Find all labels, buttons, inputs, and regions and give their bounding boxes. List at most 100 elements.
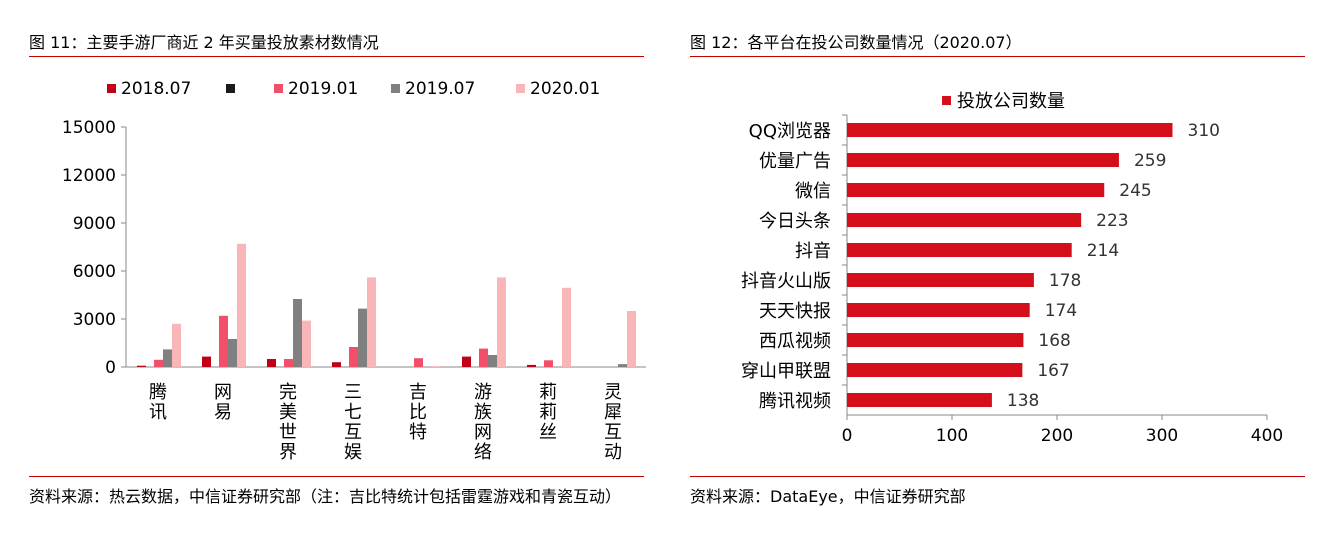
legend-swatch [942,96,951,105]
bar [847,123,1173,137]
data-label: 223 [1096,211,1128,231]
bar [544,360,553,367]
data-label: 174 [1045,301,1077,321]
bar [847,213,1082,227]
x-tick-label: 100 [936,426,968,446]
x-category-label: 腾 [149,382,167,403]
bar [847,243,1072,257]
x-category-label: 动 [604,442,622,463]
legend-swatch [274,84,283,93]
bar [358,308,367,367]
x-category-label: 络 [474,442,492,463]
bar [172,323,181,367]
bar [618,364,627,367]
bar [267,359,276,367]
bar [462,356,471,367]
bar [349,347,358,367]
data-label: 259 [1134,151,1166,171]
right-source-rule [690,476,1305,477]
y-tick-label: 0 [105,358,116,378]
bar [219,315,228,367]
x-category-label: 界 [279,442,297,463]
y-tick-label: 3000 [73,310,116,330]
x-tick-label: 300 [1146,426,1178,446]
data-label: 168 [1038,331,1070,351]
y-tick-label: 15000 [62,118,116,138]
right-hbar-chart: 投放公司数量 0 100 200 300 400 QQ浏览器 310 优量广告 259 微信 245 今… [741,91,1283,446]
x-category-label: 网 [214,382,232,403]
y-category-label: 天天快报 [759,301,831,322]
data-label: 214 [1087,241,1119,261]
legend-label: 2019.07 [405,79,475,99]
x-category-label: 互 [344,422,362,443]
data-label: 310 [1188,121,1220,141]
y-category-label: 腾讯视频 [759,391,831,412]
y-tick-label: 9000 [73,214,116,234]
data-label: 245 [1119,181,1151,201]
left-title-rule [29,56,644,57]
bar [228,339,237,367]
bar [847,153,1119,167]
x-category-label: 三 [344,382,362,403]
y-category-label: 优量广告 [759,151,831,172]
bar [847,273,1034,287]
x-category-label: 世 [279,422,297,443]
bar [137,365,146,367]
x-category-label: 游 [474,382,492,403]
bar [847,393,992,407]
x-category-label: 特 [409,422,427,443]
x-tick-label: 400 [1251,426,1283,446]
x-category-label: 易 [214,402,232,423]
legend-label: 2019.01 [288,79,358,99]
x-category-label: 互 [604,422,622,443]
x-tick-label: 0 [842,426,853,446]
x-category-label: 族 [474,402,492,423]
data-label: 178 [1049,271,1081,291]
x-category-label: 比 [409,402,427,423]
bar [432,366,441,367]
y-tick-label: 12000 [62,166,116,186]
x-category-label: 讯 [149,402,167,423]
x-category-label: 犀 [604,402,622,423]
x-category-label: 丝 [539,422,557,443]
y-category-label: 穿山甲联盟 [741,361,831,382]
data-label: 138 [1007,391,1039,411]
bar [527,364,536,367]
x-category-label: 莉 [539,382,557,403]
bar [284,359,293,367]
bar [332,362,341,367]
legend-label: 2020.01 [530,79,600,99]
x-category-label: 网 [474,422,492,443]
right-title-rule [690,56,1305,57]
right-source-note: 资料来源：DataEye，中信证券研究部 [690,487,966,506]
x-category-label: 完 [279,382,297,403]
bar [562,287,571,367]
y-category-label: QQ浏览器 [749,121,831,142]
y-category-label: 微信 [795,181,831,202]
bar [847,363,1023,377]
data-label: 167 [1037,361,1069,381]
y-category-label: 西瓜视频 [759,331,831,352]
x-category-label: 吉 [409,382,427,403]
bar [479,348,488,367]
legend-label: 2018.07 [121,79,191,99]
bar [302,320,311,367]
left-chart-title: 图 11：主要手游厂商近 2 年买量投放素材数情况 [29,33,379,52]
bar [293,299,302,367]
legend-swatch [391,84,400,93]
legend-label: 投放公司数量 [957,91,1065,112]
y-category-label: 今日头条 [759,211,831,232]
x-tick-label: 200 [1041,426,1073,446]
x-category-label: 娱 [344,442,362,463]
bar [202,356,211,367]
legend-swatch [107,84,116,93]
bar [154,359,163,367]
x-category-label: 莉 [539,402,557,423]
bar [497,277,506,367]
legend-swatch [516,84,525,93]
x-category-label: 七 [344,402,362,423]
left-source-rule [29,476,644,477]
bar [414,358,423,367]
bar [163,349,172,367]
x-category-label: 灵 [604,382,622,403]
